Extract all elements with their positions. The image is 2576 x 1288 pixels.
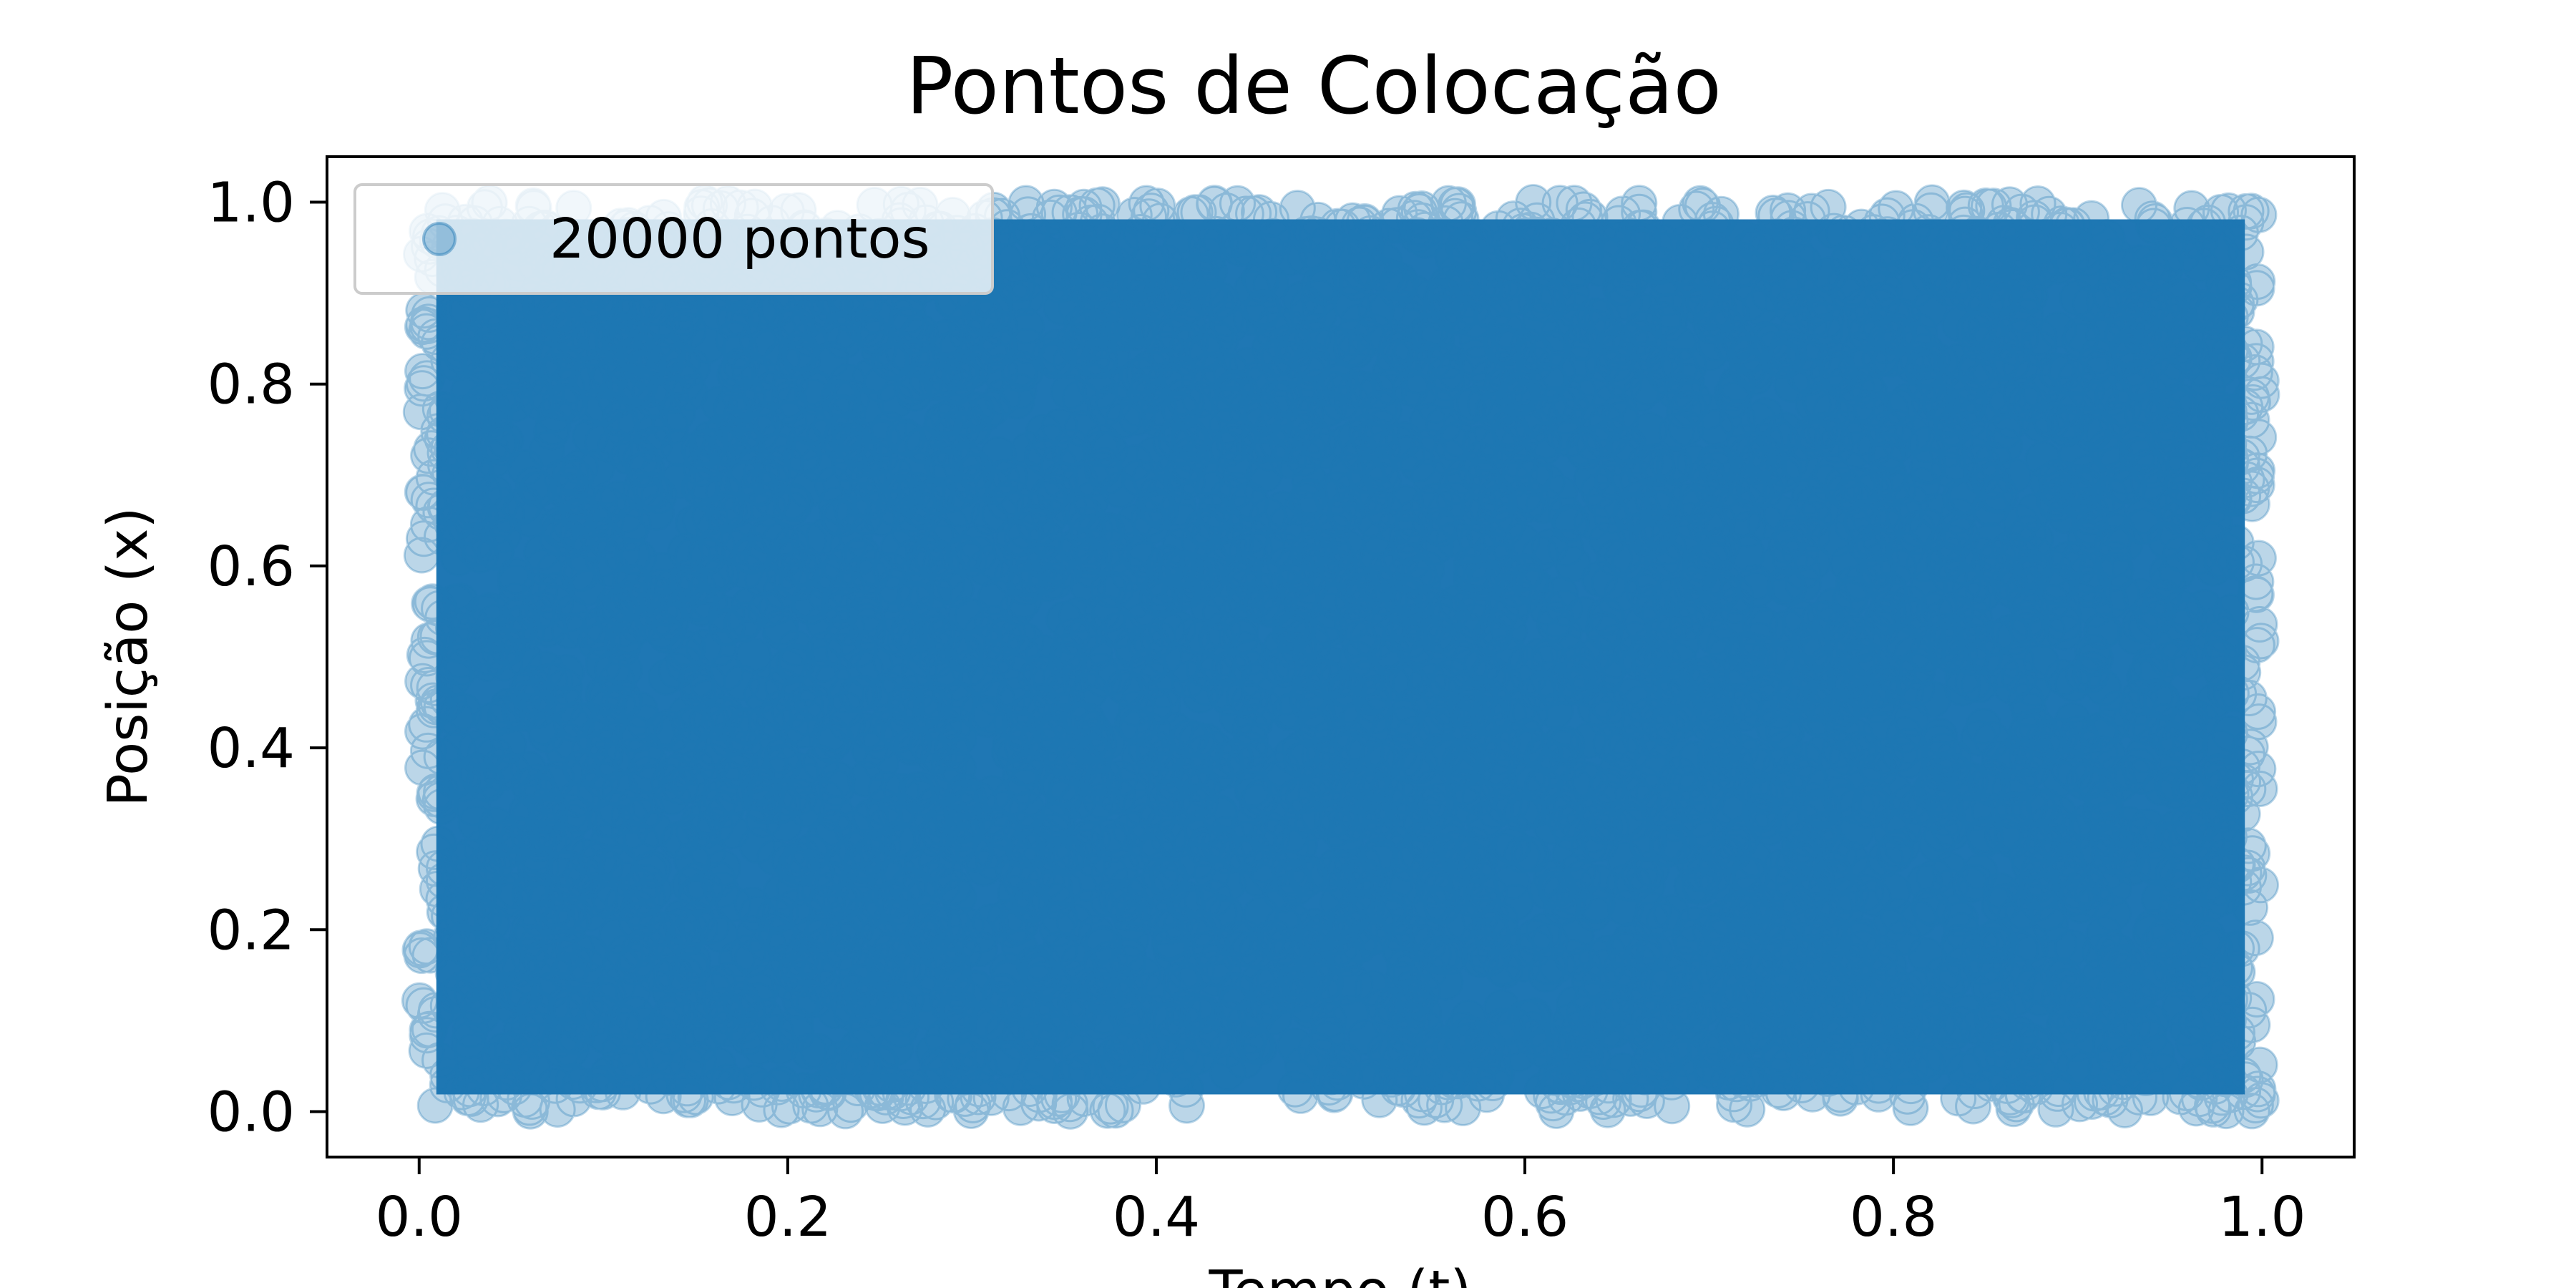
x-axis-ticks: 0.0 0.2 0.4 0.6 0.8 1.0 bbox=[376, 1157, 2306, 1249]
scatter-point-cloud-core bbox=[436, 219, 2245, 1095]
legend-box bbox=[353, 183, 994, 295]
y-tick-label: 0.0 bbox=[208, 1080, 295, 1144]
x-tick-label: 0.6 bbox=[1481, 1186, 1568, 1249]
plot-area bbox=[327, 157, 2354, 1157]
x-tick-label: 0.8 bbox=[1850, 1186, 1937, 1249]
scatter-points bbox=[401, 184, 2280, 1130]
y-tick-label: 0.4 bbox=[208, 717, 295, 781]
x-tick-label: 0.2 bbox=[744, 1186, 831, 1249]
x-tick-label: 1.0 bbox=[2218, 1186, 2306, 1249]
scatter-points-series bbox=[401, 184, 2280, 1130]
y-axis-title: Posição (x) bbox=[97, 507, 160, 806]
chart-title: Pontos de Colocação bbox=[906, 40, 1722, 132]
legend: 20000 pontos bbox=[353, 183, 994, 295]
y-tick-label: 0.8 bbox=[208, 353, 295, 417]
x-tick-label: 0.0 bbox=[376, 1186, 463, 1249]
x-axis-title: Tempo (t) bbox=[1208, 1259, 1471, 1288]
y-tick-label: 0.6 bbox=[208, 535, 295, 599]
y-axis-ticks: 0.0 0.2 0.4 0.6 0.8 1.0 bbox=[208, 172, 327, 1144]
y-tick-label: 0.2 bbox=[208, 899, 295, 962]
x-tick-label: 0.4 bbox=[1113, 1186, 1200, 1249]
legend-label: 20000 pontos bbox=[550, 208, 930, 271]
plot-frame bbox=[326, 155, 2356, 1158]
y-tick-label: 1.0 bbox=[208, 172, 295, 235]
legend-marker bbox=[422, 222, 457, 256]
